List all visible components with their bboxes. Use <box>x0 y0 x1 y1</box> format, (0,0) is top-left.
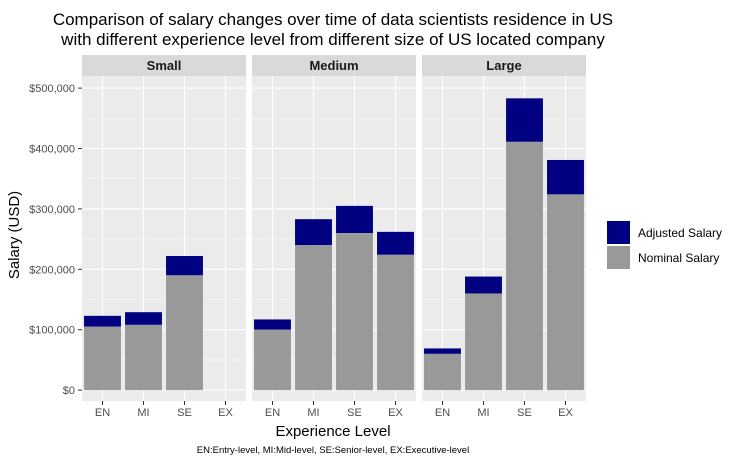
y-axis-title: Salary (USD) <box>6 191 23 279</box>
x-tick-label: EX <box>388 407 403 419</box>
facet-strip <box>422 55 586 76</box>
bar-adjusted-large-en <box>424 348 461 354</box>
bar-nominal-large-ex <box>547 194 584 391</box>
y-tick-label: $400,000 <box>29 143 75 155</box>
bar-nominal-small-se <box>166 275 203 391</box>
bar-nominal-medium-se <box>336 233 373 391</box>
x-tick-label: MI <box>137 407 149 419</box>
legend-label-adjusted: Adjusted Salary <box>638 226 722 240</box>
bar-nominal-large-se <box>506 141 543 391</box>
facet-panel-large: Large EN MI SE EX <box>422 55 586 419</box>
bar-nominal-small-en <box>84 326 121 391</box>
y-axis: $0 $100,000 $200,000 $300,000 $400,000 $500,0… <box>29 83 82 397</box>
facet-panel-small: Small EN MI SE EX <box>82 55 246 419</box>
chart-caption: EN:Entry-level, MI:Mid-level, SE:Senior-… <box>197 445 469 456</box>
bar-adjusted-medium-ex <box>377 231 414 255</box>
bar-nominal-medium-en <box>254 329 291 391</box>
x-tick-label: EX <box>558 407 573 419</box>
x-tick-label: EX <box>218 407 233 419</box>
legend: Adjusted Salary Nominal Salary <box>607 221 722 269</box>
x-tick-label: MI <box>477 407 489 419</box>
facet-panel-medium: Medium EN MI SE EX <box>252 55 416 419</box>
bar-adjusted-small-en <box>84 315 121 327</box>
bar-adjusted-small-mi <box>125 312 162 325</box>
bar-adjusted-large-se <box>506 98 543 142</box>
facet-strip-label: Large <box>486 58 521 73</box>
y-tick-label: $500,000 <box>29 83 75 95</box>
facet-strip <box>252 55 416 76</box>
legend-key-adjusted <box>607 221 630 244</box>
bar-nominal-large-mi <box>465 293 502 391</box>
bar-adjusted-large-mi <box>465 276 502 294</box>
y-tick-label: $100,000 <box>29 325 75 337</box>
bar-adjusted-medium-mi <box>295 219 332 246</box>
x-tick-label: EN <box>435 407 450 419</box>
facet-strip-label: Small <box>147 58 182 73</box>
facet-strip-label: Medium <box>309 58 358 73</box>
legend-label-nominal: Nominal Salary <box>638 251 719 265</box>
bar-nominal-small-mi <box>125 324 162 391</box>
x-tick-label: MI <box>307 407 319 419</box>
x-tick-label: EN <box>95 407 110 419</box>
chart-title-line-2: with different experience level from dif… <box>60 30 605 49</box>
bar-adjusted-large-ex <box>547 159 584 195</box>
bar-adjusted-medium-en <box>254 319 291 330</box>
y-tick-label: $200,000 <box>29 264 75 276</box>
bar-nominal-medium-ex <box>377 254 414 391</box>
bar-nominal-large-en <box>424 353 461 391</box>
bar-adjusted-medium-se <box>336 205 373 234</box>
x-tick-label: SE <box>517 407 532 419</box>
bar-nominal-medium-mi <box>295 245 332 391</box>
x-tick-label: SE <box>177 407 192 419</box>
x-tick-label: EN <box>265 407 280 419</box>
bar-adjusted-small-se <box>166 256 203 276</box>
x-axis-title: Experience Level <box>275 423 390 440</box>
facet-panels: Small EN MI SE EX Medium EN MI SE EX Large EN MI SE EX <box>82 55 586 419</box>
y-tick-label: $0 <box>63 385 75 397</box>
y-tick-label: $300,000 <box>29 204 75 216</box>
facet-strip <box>82 55 246 76</box>
legend-key-nominal <box>607 246 630 269</box>
x-tick-label: SE <box>347 407 362 419</box>
chart-title-line-1: Comparison of salary changes over time o… <box>53 10 613 29</box>
